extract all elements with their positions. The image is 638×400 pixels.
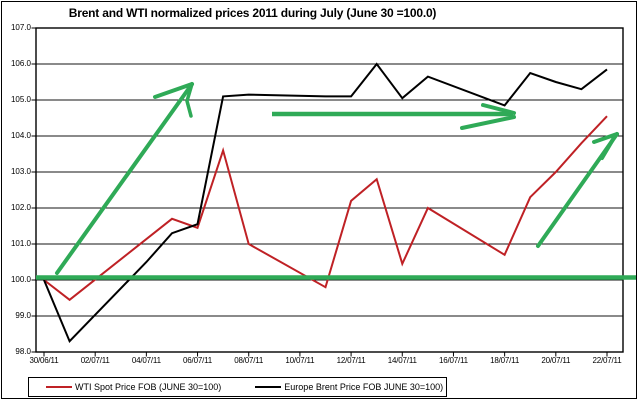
legend: WTI Spot Price FOB (JUNE 30=100) Europe … bbox=[28, 377, 447, 397]
x-axis-tick-label: 10/07/11 bbox=[285, 356, 315, 365]
up-arrow-late-july-barb-lower bbox=[600, 134, 617, 160]
legend-label-wti: WTI Spot Price FOB (JUNE 30=100) bbox=[75, 382, 222, 392]
up-arrow-early-july-barb-down bbox=[185, 82, 194, 118]
x-axis-tick-label: 22/07/11 bbox=[592, 356, 622, 365]
x-axis-tick-label: 18/07/11 bbox=[490, 356, 520, 365]
x-axis-tick-label: 06/07/11 bbox=[183, 356, 212, 365]
y-axis-tick-label: 107.0 bbox=[10, 23, 31, 32]
x-axis-tick-label: 20/07/11 bbox=[541, 356, 571, 365]
y-axis-tick-label: 105.0 bbox=[10, 95, 31, 104]
chart-title: Brent and WTI normalized prices 2011 dur… bbox=[68, 6, 437, 20]
up-arrow-early-july-shaft bbox=[55, 82, 194, 275]
y-axis-tick-label: 100.0 bbox=[10, 275, 31, 284]
x-axis-tick-label: 14/07/11 bbox=[387, 356, 417, 365]
x-axis-tick-label: 08/07/11 bbox=[234, 356, 264, 365]
legend-entry-brent: Europe Brent Price FOB JUNE 30=100) bbox=[255, 382, 443, 392]
wti-line-swatch bbox=[46, 386, 72, 388]
legend-entry-wti: WTI Spot Price FOB (JUNE 30=100) bbox=[46, 382, 221, 392]
legend-label-brent: Europe Brent Price FOB JUNE 30=100) bbox=[284, 382, 444, 392]
y-axis-tick-label: 101.0 bbox=[10, 239, 31, 248]
wti-series-line bbox=[43, 115, 608, 302]
brent-series-line bbox=[43, 62, 608, 343]
y-axis-tick-label: 104.0 bbox=[10, 131, 31, 140]
brent-line-swatch bbox=[255, 386, 282, 388]
y-axis-tick-label: 103.0 bbox=[10, 167, 31, 176]
y-axis-tick-label: 102.0 bbox=[10, 203, 31, 212]
x-axis-tick-label: 16/07/11 bbox=[438, 356, 468, 365]
y-axis-tick-label: 99.0 bbox=[15, 311, 31, 320]
plot-border bbox=[35, 27, 624, 353]
x-axis-tick-label: 12/07/11 bbox=[336, 356, 366, 365]
y-axis-tick-label: 106.0 bbox=[10, 59, 31, 68]
x-axis-tick-label: 02/07/11 bbox=[80, 356, 110, 365]
up-arrow-early-july-barb-left bbox=[153, 82, 194, 99]
x-axis-tick-label: 30/06/11 bbox=[29, 356, 59, 365]
x-axis-tick-label: 04/07/11 bbox=[131, 356, 161, 365]
flat-arrow-mid-july-barb-upper bbox=[481, 103, 516, 115]
flat-arrow-mid-july-barb-lower bbox=[460, 115, 516, 130]
y-axis-tick-label: 98.0 bbox=[15, 347, 31, 356]
